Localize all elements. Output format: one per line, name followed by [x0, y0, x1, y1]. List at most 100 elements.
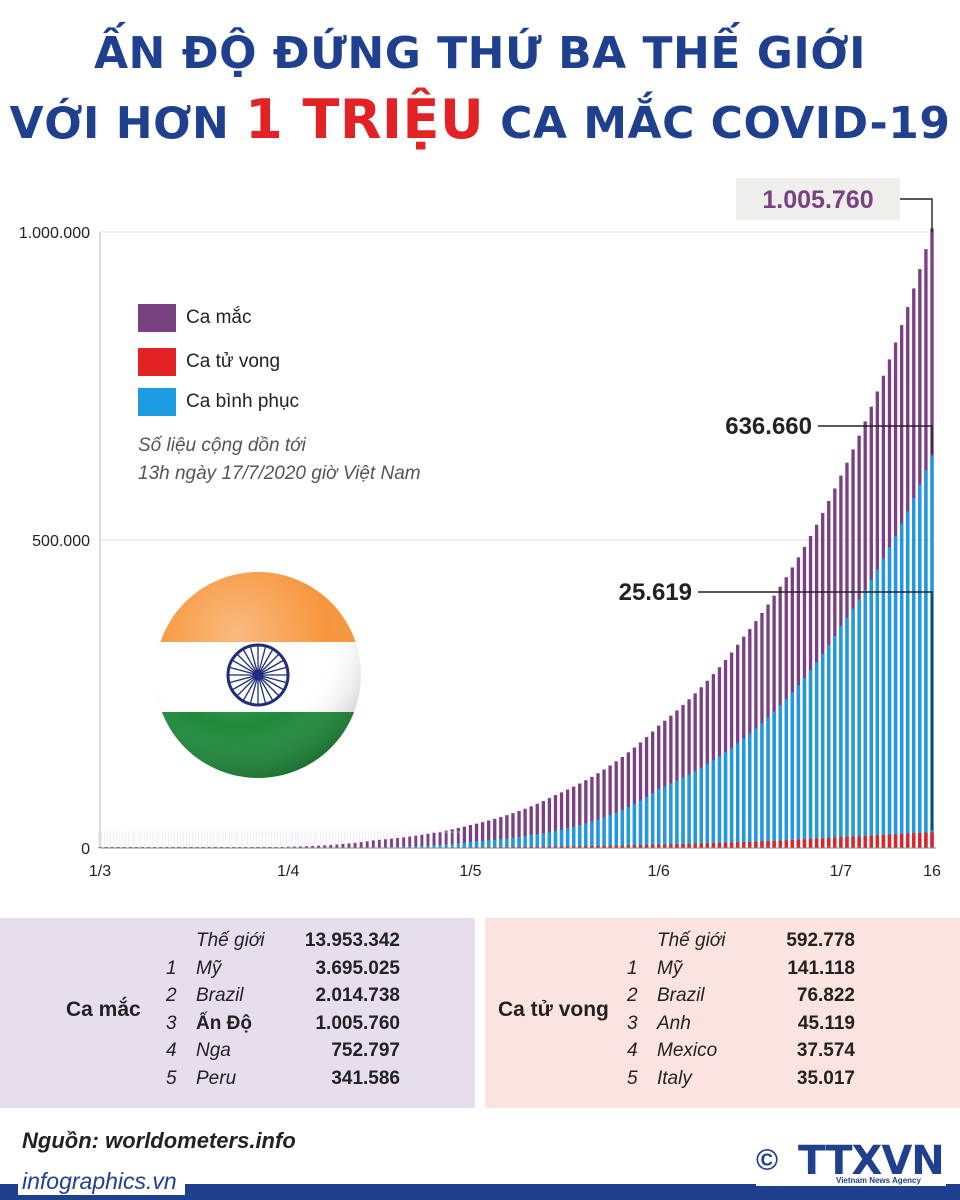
legend-swatch-deaths	[138, 348, 176, 376]
bar-deaths	[754, 841, 758, 848]
bar-cases	[389, 838, 394, 848]
bar-recovered	[748, 733, 752, 848]
bar-cases	[286, 846, 290, 848]
bar-cases	[377, 839, 382, 848]
bar-recovered	[729, 747, 734, 848]
bar-deaths	[930, 832, 934, 848]
bar-recovered	[632, 803, 637, 848]
bar-recovered	[790, 692, 794, 848]
bar-recovered	[517, 836, 521, 848]
bar-cases	[565, 789, 570, 848]
deaths-table-box: Ca tử vong Thế giới 592.778 1 Mỹ 141.118 2 Bra…	[485, 918, 960, 1108]
bar-deaths	[790, 839, 794, 848]
bar-recovered	[644, 797, 649, 848]
cases-row-rank: 4	[166, 1040, 177, 1061]
bar-deaths	[893, 834, 898, 848]
bar-deaths	[906, 833, 910, 848]
cases-row-rank: 3	[166, 1012, 177, 1034]
cases-table-row: 1 Mỹ 3.695.025	[166, 958, 400, 985]
bar-cases	[632, 747, 637, 848]
bar-recovered	[401, 846, 406, 848]
bar-recovered	[808, 670, 813, 848]
bar-deaths	[505, 846, 509, 848]
cases-table-box: Ca mắc Thế giới 13.953.342 1 Mỹ 3.695.025 2 Br…	[0, 918, 475, 1108]
bar-recovered	[565, 828, 570, 848]
bar-recovered	[414, 846, 418, 848]
bar-recovered	[584, 823, 588, 848]
bar-outline	[170, 831, 175, 849]
bar-deaths	[808, 838, 813, 848]
bar-outline	[104, 831, 109, 849]
cases-row-country: Brazil	[196, 985, 244, 1006]
bar-deaths	[814, 838, 819, 848]
deaths-row-rank: 4	[627, 1040, 638, 1061]
bar-recovered	[735, 743, 740, 848]
bar-outline	[298, 831, 303, 849]
page-title-line2: VỚI HƠN 1 TRIỆU CA MẮC COVID-19	[0, 88, 960, 151]
bar-cases	[383, 839, 388, 848]
bar-cases	[304, 846, 309, 848]
cases-row-value: 2.014.738	[315, 985, 400, 1006]
cases-row-value: 341.586	[331, 1067, 400, 1089]
bar-recovered	[814, 662, 819, 848]
bar-deaths	[924, 832, 928, 848]
bar-cases	[456, 828, 460, 848]
bar-deaths	[578, 846, 582, 848]
bar-recovered	[535, 834, 539, 848]
cases-row-country: Thế giới	[196, 930, 265, 951]
bar-outline	[292, 831, 297, 849]
bar-recovered	[602, 817, 606, 848]
bar-outline	[316, 831, 321, 849]
site-name[interactable]: infographics.vn	[18, 1168, 185, 1195]
bar-deaths	[827, 837, 831, 848]
bar-deaths	[729, 842, 734, 848]
deaths-row-country: Mỹ	[657, 957, 683, 979]
bar-recovered	[705, 764, 709, 848]
bar-deaths	[881, 834, 886, 848]
bar-deaths	[650, 844, 655, 848]
bar-outline	[140, 831, 145, 849]
bar-deaths	[778, 840, 782, 848]
bar-outline	[262, 831, 266, 849]
deaths-row-rank: 3	[627, 1012, 638, 1034]
bar-recovered	[444, 844, 448, 848]
bar-recovered	[699, 767, 703, 848]
deaths-row-country: Italy	[657, 1067, 692, 1089]
bar-cases	[347, 843, 351, 848]
bar-recovered	[766, 717, 770, 848]
bar-cases	[517, 810, 521, 848]
cases-table-row: 2 Brazil 2.014.738	[166, 985, 400, 1012]
bar-cases	[590, 776, 594, 848]
deaths-table-row: 3 Anh 45.119	[627, 1013, 855, 1040]
bar-cases	[511, 813, 515, 848]
x-tick-label: 1/4	[277, 863, 299, 880]
bar-cases	[468, 825, 473, 848]
deaths-row-rank: 5	[627, 1067, 638, 1089]
bar-deaths	[529, 846, 533, 848]
bar-cases	[596, 773, 600, 848]
bar-deaths	[590, 845, 594, 848]
footer-bar	[0, 1184, 960, 1200]
deaths-row-value: 76.822	[796, 985, 855, 1006]
deaths-table-row: 5 Italy 35.017	[627, 1068, 855, 1095]
bar-outline	[231, 831, 236, 849]
source-text: Nguồn: worldometers.info	[22, 1128, 296, 1153]
bar-recovered	[408, 846, 412, 848]
cases-table-row: 5 Peru 341.586	[166, 1068, 400, 1095]
bar-cases	[316, 845, 321, 848]
y-tick-label: 1.000.000	[19, 225, 90, 242]
bar-outline	[225, 831, 230, 849]
bar-deaths	[511, 846, 515, 848]
bar-recovered	[553, 830, 558, 848]
bar-recovered	[669, 783, 673, 848]
bar-outline	[152, 831, 157, 849]
cases-table-row: Thế giới 13.953.342	[166, 930, 400, 957]
bar-cases	[474, 823, 479, 848]
x-tick-label: 1/7	[830, 863, 852, 880]
bar-cases	[572, 786, 576, 848]
bar-cases	[298, 846, 303, 848]
bar-recovered	[687, 774, 691, 848]
y-tick-label: 0	[81, 841, 90, 858]
bar-deaths	[638, 845, 643, 848]
x-tick-label: 1/5	[459, 863, 481, 880]
